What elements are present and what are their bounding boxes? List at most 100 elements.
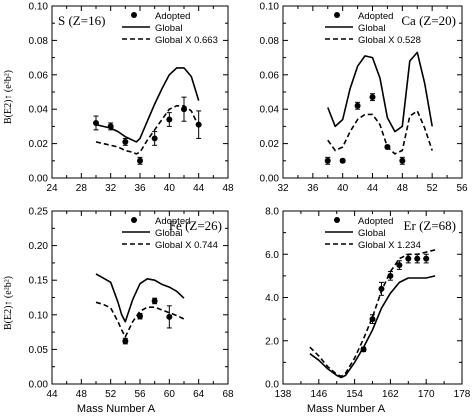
legend-marker bbox=[334, 217, 340, 223]
y-tick-label: 0.05 bbox=[29, 345, 49, 356]
y-tick-label: 4.0 bbox=[265, 293, 279, 304]
data-point bbox=[137, 157, 143, 164]
y-axis-label: B(E2)↑ (e²b²) bbox=[3, 70, 14, 124]
data-point bbox=[122, 338, 129, 345]
y-tick-label: 6.0 bbox=[265, 250, 279, 261]
y-axis-label: B(E2)↑ (e²b²) bbox=[3, 276, 14, 330]
x-tick-label: 162 bbox=[382, 389, 399, 400]
y-tick-label: 0.06 bbox=[260, 70, 280, 81]
y-tick-label: 0.08 bbox=[260, 36, 280, 47]
x-tick-label: 48 bbox=[397, 183, 409, 194]
data-point bbox=[166, 116, 173, 123]
x-tick-label: 48 bbox=[76, 389, 88, 400]
legend-marker bbox=[334, 12, 340, 18]
y-tick-label: 0.20 bbox=[29, 241, 49, 252]
chart-panel: 24 28 32 36 40 44 48 0.00 0.02 0.04 0.06 0.08 0.10 Ad… bbox=[29, 2, 234, 195]
data-point bbox=[369, 94, 376, 101]
panel-title: S (Z=16) bbox=[58, 13, 105, 28]
data-point bbox=[405, 255, 412, 262]
y-tick-label: 0.10 bbox=[260, 2, 280, 13]
y-tick-label: 0.04 bbox=[29, 105, 49, 116]
data-point bbox=[339, 157, 346, 164]
plot-frame bbox=[51, 210, 229, 385]
y-tick-label: 8.0 bbox=[265, 207, 279, 218]
scaled-global-line bbox=[95, 301, 185, 338]
chart-panel: 32 36 40 44 48 52 56 0.00 0.02 0.04 0.06 0.08 0.10 Ad… bbox=[260, 2, 468, 195]
x-axis-label: Mass Number A bbox=[77, 403, 156, 415]
y-tick-label: 0.02 bbox=[260, 139, 280, 150]
data-point bbox=[396, 262, 403, 269]
x-tick-label: 36 bbox=[134, 183, 146, 194]
y-tick-label: 0.15 bbox=[29, 276, 49, 287]
y-tick-label: 0.0 bbox=[265, 380, 279, 391]
y-tick-label: 0.00 bbox=[29, 380, 49, 391]
y-tick-label: 0.00 bbox=[29, 174, 49, 185]
data-point bbox=[151, 297, 158, 304]
scaled-global-line bbox=[327, 110, 433, 155]
chart-panel: 44 48 52 56 60 64 68 0.00 0.05 0.10 0.15 0.20 0.25 Ad… bbox=[29, 207, 234, 401]
panel-title: Fe (Z=26) bbox=[169, 218, 222, 233]
x-tick-label: 154 bbox=[346, 389, 363, 400]
scaled-global-line bbox=[309, 249, 436, 378]
x-tick-label: 56 bbox=[456, 183, 468, 194]
legend-adopted: Adopted bbox=[358, 11, 393, 22]
y-tick-label: 0.10 bbox=[29, 310, 49, 321]
x-tick-label: 28 bbox=[76, 183, 88, 194]
panel-title: Er (Z=68) bbox=[404, 218, 456, 233]
legend-global: Global bbox=[358, 228, 385, 239]
x-axis-label: Mass Number A bbox=[307, 403, 386, 415]
data-point bbox=[166, 313, 173, 320]
legend-adopted: Adopted bbox=[155, 216, 190, 227]
legend-marker bbox=[131, 12, 137, 18]
x-tick-label: 44 bbox=[46, 389, 58, 400]
x-tick-label: 44 bbox=[193, 183, 205, 194]
x-tick-label: 138 bbox=[275, 389, 292, 400]
x-tick-label: 52 bbox=[427, 183, 439, 194]
global-line bbox=[95, 67, 200, 143]
x-tick-label: 40 bbox=[164, 183, 176, 194]
data-point bbox=[324, 157, 331, 164]
x-tick-label: 24 bbox=[46, 183, 58, 194]
y-tick-label: 0.06 bbox=[29, 70, 49, 81]
y-tick-label: 0.02 bbox=[29, 139, 49, 150]
data-point bbox=[151, 135, 158, 142]
data-point bbox=[423, 255, 430, 262]
x-tick-label: 48 bbox=[222, 183, 234, 194]
legend-scaled: Global X 0.744 bbox=[155, 240, 218, 251]
legend-global: Global bbox=[155, 228, 182, 239]
scaled-global-line bbox=[95, 105, 200, 155]
x-tick-label: 178 bbox=[454, 389, 471, 400]
legend-adopted: Adopted bbox=[358, 216, 393, 227]
legend-marker bbox=[131, 217, 137, 223]
chart-panel: 138 146 154 162 170 178 0.0 2.0 4.0 6.0 8.0 Adopted… bbox=[265, 207, 471, 401]
x-tick-label: 44 bbox=[367, 183, 379, 194]
global-line bbox=[327, 51, 433, 133]
legend-scaled: Global X 0.663 bbox=[155, 35, 218, 46]
x-tick-label: 32 bbox=[277, 183, 289, 194]
y-tick-label: 0.04 bbox=[260, 105, 280, 116]
legend-adopted: Adopted bbox=[155, 11, 190, 22]
x-tick-label: 146 bbox=[310, 389, 327, 400]
data-point bbox=[122, 138, 129, 145]
legend-global: Global bbox=[358, 23, 385, 34]
x-tick-label: 64 bbox=[193, 389, 205, 400]
x-tick-label: 60 bbox=[164, 389, 176, 400]
y-tick-label: 0.25 bbox=[29, 207, 49, 218]
x-tick-label: 56 bbox=[134, 389, 146, 400]
x-tick-label: 36 bbox=[307, 183, 319, 194]
global-line bbox=[309, 275, 436, 379]
x-tick-label: 52 bbox=[105, 389, 117, 400]
y-tick-label: 0.00 bbox=[260, 174, 280, 185]
data-point bbox=[414, 255, 421, 262]
x-tick-label: 68 bbox=[222, 389, 234, 400]
plot-frame bbox=[51, 5, 229, 179]
y-tick-label: 0.10 bbox=[29, 2, 49, 13]
legend-scaled: Global X 1.234 bbox=[358, 240, 421, 251]
data-point bbox=[378, 285, 385, 292]
x-tick-label: 170 bbox=[418, 389, 435, 400]
data-point bbox=[399, 157, 406, 164]
legend-global: Global bbox=[155, 23, 182, 34]
panel-title: Ca (Z=20) bbox=[401, 13, 456, 28]
data-point bbox=[354, 102, 361, 109]
